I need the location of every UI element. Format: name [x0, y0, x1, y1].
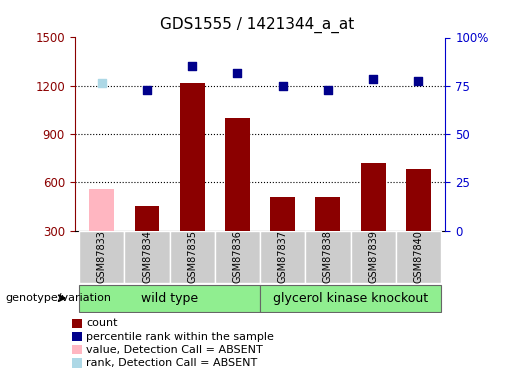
Text: percentile rank within the sample: percentile rank within the sample	[86, 332, 274, 342]
Point	[98, 80, 106, 86]
Text: glycerol kinase knockout: glycerol kinase knockout	[273, 292, 428, 304]
FancyBboxPatch shape	[305, 231, 351, 283]
Bar	[72, 319, 81, 328]
Point	[369, 75, 377, 81]
FancyBboxPatch shape	[260, 231, 305, 283]
Bar	[72, 332, 81, 341]
FancyBboxPatch shape	[125, 231, 169, 283]
Text: GSM87834: GSM87834	[142, 230, 152, 284]
Bar	[270, 197, 295, 231]
Bar	[90, 189, 114, 231]
Text: count: count	[86, 318, 117, 328]
Bar	[225, 118, 250, 231]
Text: rank, Detection Call = ABSENT: rank, Detection Call = ABSENT	[86, 358, 257, 368]
FancyBboxPatch shape	[79, 285, 260, 312]
Point	[188, 63, 196, 69]
Text: GSM87835: GSM87835	[187, 230, 197, 284]
Text: GSM87837: GSM87837	[278, 230, 288, 284]
Text: genotype/variation: genotype/variation	[5, 293, 111, 303]
Text: GSM87836: GSM87836	[232, 230, 243, 284]
Bar	[180, 82, 204, 231]
Text: value, Detection Call = ABSENT: value, Detection Call = ABSENT	[86, 345, 263, 355]
Point	[233, 70, 242, 76]
Bar	[134, 207, 160, 231]
Text: GDS1555 / 1421344_a_at: GDS1555 / 1421344_a_at	[160, 17, 355, 33]
Bar	[316, 197, 340, 231]
Point	[414, 78, 422, 84]
Text: GSM87838: GSM87838	[323, 230, 333, 284]
FancyBboxPatch shape	[396, 231, 441, 283]
Text: GSM87840: GSM87840	[414, 230, 423, 284]
Text: GSM87833: GSM87833	[97, 230, 107, 284]
Point	[324, 87, 332, 93]
FancyBboxPatch shape	[260, 285, 441, 312]
Point	[143, 87, 151, 93]
FancyBboxPatch shape	[169, 231, 215, 283]
Text: wild type: wild type	[141, 292, 198, 304]
Point	[279, 83, 287, 89]
Bar	[72, 345, 81, 354]
FancyBboxPatch shape	[79, 231, 125, 283]
Text: GSM87839: GSM87839	[368, 230, 378, 284]
FancyBboxPatch shape	[215, 231, 260, 283]
Bar	[360, 163, 386, 231]
Bar	[72, 358, 81, 368]
FancyBboxPatch shape	[351, 231, 396, 283]
Bar	[406, 170, 431, 231]
